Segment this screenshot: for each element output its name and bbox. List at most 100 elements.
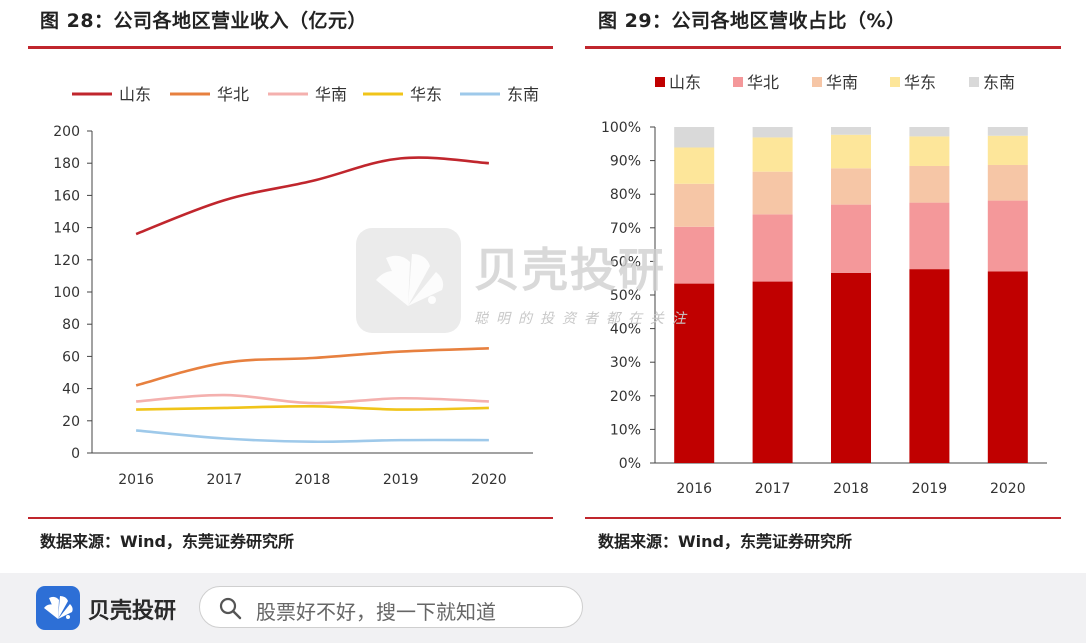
bar-segment-华北 — [987, 200, 1028, 272]
left-chart-title: 图 28：公司各地区营业收入（亿元） — [40, 10, 368, 32]
legend-label: 华南 — [315, 85, 347, 104]
bar-segment-华北 — [909, 202, 950, 270]
legend-label: 华南 — [826, 73, 858, 92]
x-tick-label: 2017 — [206, 472, 242, 488]
y-tick-label: 0 — [71, 446, 80, 462]
search-input[interactable]: 股票好不好，搜一下就知道 — [199, 586, 583, 628]
legend-item: 华东 — [890, 73, 936, 92]
brand-name[interactable]: 贝壳投研 — [88, 599, 177, 624]
y-tick-label: 180 — [53, 156, 80, 172]
x-tick-label: 2018 — [295, 472, 331, 488]
bar-segment-东南 — [674, 127, 715, 148]
series-line-东南 — [135, 429, 489, 444]
y-tick-label: 20 — [62, 414, 80, 430]
series-line-华南 — [136, 393, 489, 405]
stacked-bar-chart: 0% 10% 20% 30% 40% 50% 60% 70% 80% 90% 100% 2016 201… — [601, 73, 1047, 497]
legend-label: 华东 — [410, 85, 442, 104]
legend-label: 山东 — [119, 85, 151, 104]
x-tick-label: 2016 — [676, 481, 712, 497]
legend-label: 华北 — [747, 73, 779, 92]
legend-item: 华南 — [812, 73, 858, 92]
x-tick-label: 2016 — [118, 472, 154, 488]
legend-item: 华北 — [170, 85, 249, 104]
bar-segment-华南 — [987, 164, 1028, 201]
bar-segment-华东 — [831, 134, 871, 169]
legend-item: 山东 — [655, 73, 701, 92]
legend-swatch — [969, 77, 979, 87]
y-tick-label: 100% — [601, 120, 641, 136]
series-line-华东 — [136, 404, 489, 411]
y-tick-label: 120 — [53, 253, 80, 269]
y-tick-label: 70% — [610, 221, 641, 237]
bar-segment-山东 — [909, 269, 950, 463]
x-tick-label: 2019 — [383, 472, 419, 488]
y-tick-label: 200 — [53, 124, 80, 140]
bar-segment-华南 — [831, 168, 871, 205]
right-source-note: 数据来源：Wind，东莞证券研究所 — [598, 532, 852, 551]
y-tick-label: 40 — [62, 382, 80, 398]
legend-label: 华东 — [904, 73, 936, 92]
y-tick-label: 0% — [619, 456, 641, 472]
line-chart: 0 20 40 60 80 100 120 140 160 180 200 2016 2017 2018 2… — [53, 85, 539, 488]
bar-segment-山东 — [831, 272, 871, 463]
bar-segment-华东 — [674, 147, 715, 184]
legend-item: 东南 — [460, 85, 539, 104]
y-tick-label: 60 — [62, 349, 80, 365]
legend-label: 华北 — [217, 85, 249, 104]
x-tick-label: 2020 — [990, 481, 1026, 497]
legend-label: 山东 — [669, 73, 701, 92]
right-title-rule — [585, 46, 1061, 49]
legend-item: 东南 — [969, 73, 1015, 92]
search-icon — [219, 597, 242, 620]
bar-segment-华东 — [987, 135, 1028, 165]
bar-segment-东南 — [909, 127, 950, 137]
series-line-山东 — [135, 156, 489, 236]
bar-segment-山东 — [674, 283, 715, 463]
y-tick-label: 40% — [610, 322, 641, 338]
x-tick-label: 2017 — [755, 481, 791, 497]
left-source-rule — [28, 517, 553, 519]
bar-segment-华南 — [674, 183, 715, 227]
bar-segment-华北 — [674, 226, 715, 284]
y-tick-label: 80% — [610, 187, 641, 203]
y-tick-label: 30% — [610, 355, 641, 371]
y-tick-label: 20% — [610, 389, 641, 405]
y-tick-label: 140 — [53, 221, 80, 237]
y-tick-label: 80 — [62, 317, 80, 333]
search-placeholder: 股票好不好，搜一下就知道 — [256, 600, 496, 624]
bar-segment-华北 — [752, 214, 793, 282]
legend-swatch — [655, 77, 665, 87]
bar-segment-华南 — [752, 171, 793, 215]
y-tick-label: 50% — [610, 288, 641, 304]
x-tick-label: 2019 — [912, 481, 948, 497]
y-tick-label: 160 — [53, 188, 80, 204]
legend-label: 东南 — [507, 85, 539, 104]
bar-segment-华东 — [909, 136, 950, 166]
y-tick-label: 100 — [53, 285, 80, 301]
bar-segment-华东 — [752, 137, 793, 172]
bar-segment-东南 — [752, 127, 793, 138]
bar-segment-山东 — [987, 271, 1028, 463]
legend-swatch — [812, 77, 822, 87]
y-tick-label: 90% — [610, 154, 641, 170]
legend-item: 华南 — [268, 85, 347, 104]
y-tick-label: 60% — [610, 254, 641, 270]
footer-bar: 贝壳投研 股票好不好，搜一下就知道 — [0, 573, 1086, 643]
legend-item: 华东 — [363, 85, 442, 104]
legend-item: 山东 — [72, 85, 151, 104]
x-tick-label: 2018 — [833, 481, 869, 497]
left-source-note: 数据来源：Wind，东莞证券研究所 — [40, 532, 294, 551]
x-tick-label: 2020 — [471, 472, 507, 488]
right-source-rule — [585, 517, 1061, 519]
series-line-华北 — [135, 347, 489, 387]
legend-swatch — [733, 77, 743, 87]
legend-item: 华北 — [733, 73, 779, 92]
brand-logo-icon[interactable] — [36, 586, 80, 630]
legend-swatch — [890, 77, 900, 87]
bar-segment-东南 — [831, 127, 871, 135]
bar-segment-东南 — [987, 127, 1028, 136]
bar-segment-山东 — [752, 281, 793, 463]
right-chart-title: 图 29：公司各地区营收占比（%） — [598, 10, 906, 32]
left-title-rule — [28, 46, 553, 49]
bar-segment-华北 — [831, 204, 871, 273]
